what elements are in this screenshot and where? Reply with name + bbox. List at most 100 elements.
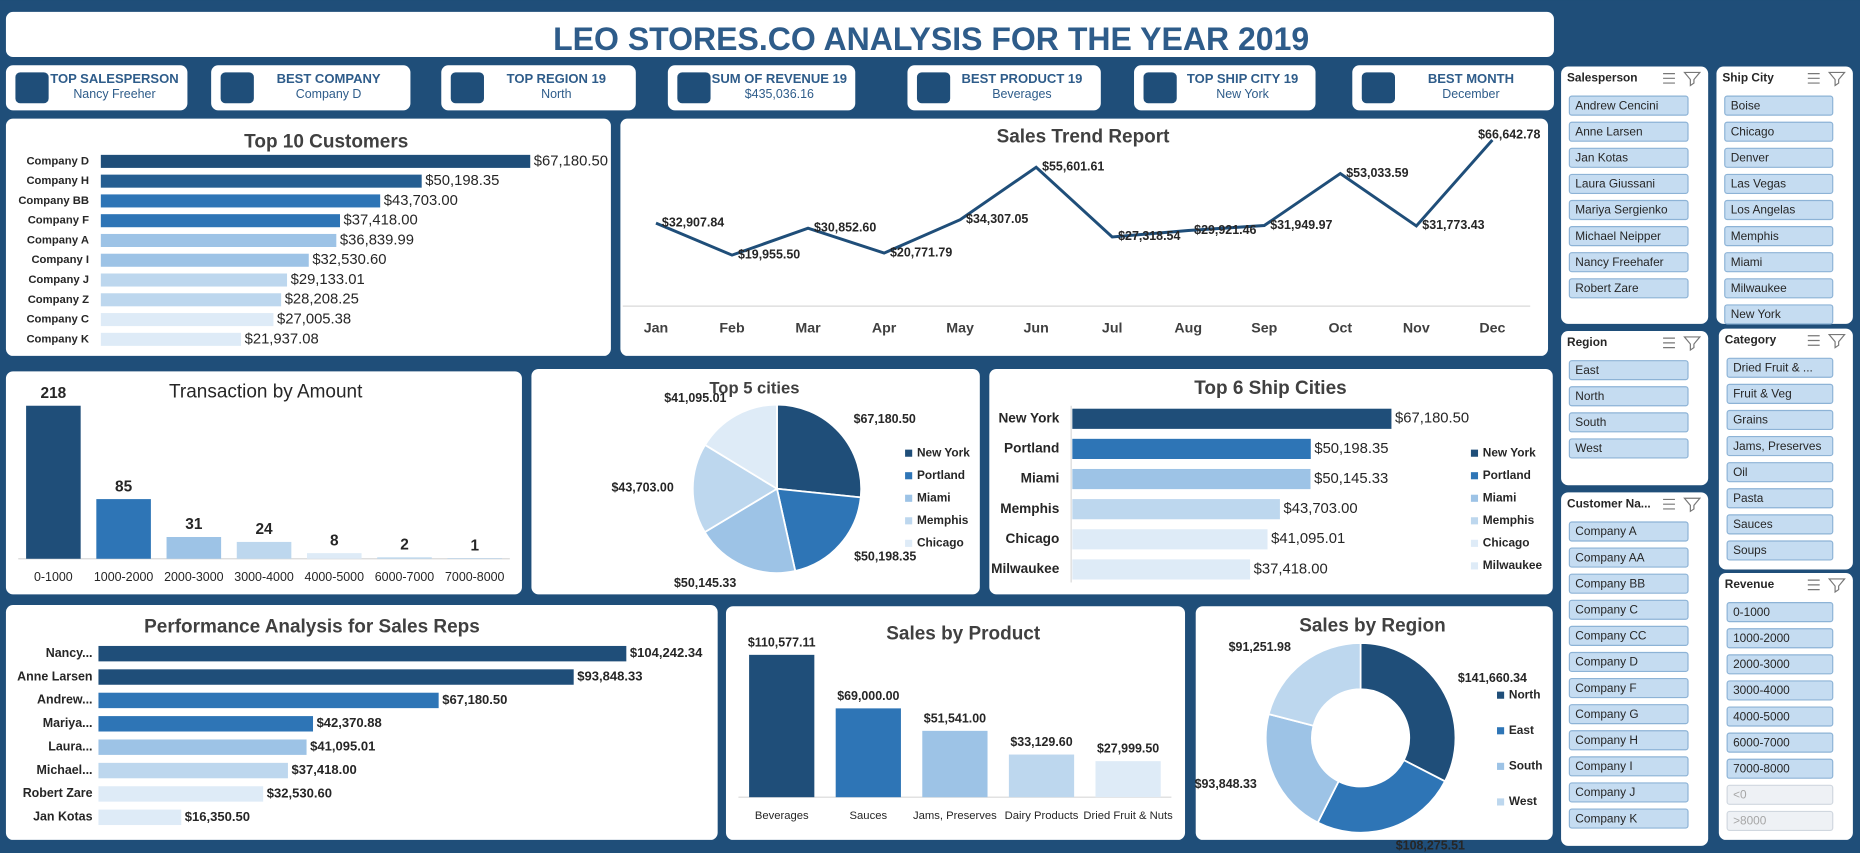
slicer-item[interactable] [1724, 147, 1834, 168]
slicer-item[interactable] [1568, 521, 1689, 542]
panel [5, 65, 188, 111]
slicer-item[interactable] [1568, 625, 1689, 646]
value-label: $42,370.88 [317, 715, 382, 730]
slicer-item[interactable] [1726, 409, 1834, 431]
slicer-item[interactable] [1726, 383, 1834, 404]
slicer-item[interactable] [1568, 808, 1689, 829]
bar [100, 253, 309, 267]
chart-title: Top 6 Ship Cities [1194, 378, 1346, 399]
slice [703, 403, 778, 491]
kpi-icon [220, 72, 254, 104]
category-label: Company A [27, 234, 89, 246]
slicer-item[interactable] [1726, 784, 1834, 805]
bar [96, 499, 151, 559]
x-tick-label: Aug [1174, 320, 1202, 336]
slicer-item[interactable] [1726, 654, 1834, 675]
slicer-item[interactable] [1726, 488, 1834, 509]
slicer-item-label: Grains [1733, 413, 1768, 427]
slicer-item[interactable] [1568, 730, 1689, 751]
slicer-item[interactable] [1724, 278, 1834, 299]
category-label: Mariya... [43, 716, 93, 730]
slicer-item[interactable] [1726, 540, 1834, 561]
slicer-item[interactable] [1568, 278, 1689, 299]
clear-filter-icon[interactable] [1827, 333, 1846, 349]
slicer-item[interactable] [1568, 412, 1689, 433]
slicer-item[interactable] [1726, 680, 1834, 701]
value-label: $55,601.61 [1042, 160, 1104, 174]
legend-label: Milwaukee [1483, 558, 1543, 572]
bar [98, 669, 574, 685]
slicer-item[interactable] [1726, 732, 1834, 753]
value-label: $67,180.50 [534, 153, 608, 169]
slicer-item[interactable] [1724, 173, 1834, 195]
legend-label: Portland [917, 468, 965, 482]
bar [100, 154, 531, 168]
category-label: 3000-4000 [234, 570, 294, 584]
slicer-item[interactable] [1724, 252, 1834, 273]
slicer-item[interactable] [1568, 782, 1689, 803]
slicer-item-label: Jan Kotas [1575, 151, 1628, 165]
slicer-item-label: Company AA [1575, 550, 1644, 564]
chart-title: Transaction by Amount [169, 382, 363, 403]
slicer-item[interactable] [1724, 304, 1834, 325]
slicer-item[interactable] [1726, 357, 1834, 378]
slicer-item[interactable] [1568, 121, 1689, 142]
slicer-item[interactable] [1568, 173, 1689, 195]
slicer-item[interactable] [1568, 147, 1689, 168]
slicer-item[interactable] [1724, 226, 1834, 247]
slicer-item[interactable] [1726, 810, 1834, 832]
slicer-item-label: Company F [1575, 681, 1636, 695]
clear-filter-icon[interactable] [1683, 336, 1702, 352]
x-tick-label: Oct [1328, 320, 1352, 336]
slicer-item[interactable] [1726, 514, 1834, 535]
category-label: Company J [28, 274, 89, 286]
slicer-item[interactable] [1568, 438, 1689, 459]
x-tick-label: Sep [1251, 320, 1277, 336]
slicer-item[interactable] [1568, 704, 1689, 725]
clear-filter-icon[interactable] [1683, 497, 1702, 513]
slice [1316, 758, 1447, 834]
slicer-item-label: Company G [1575, 707, 1638, 721]
slicer-item[interactable] [1726, 758, 1834, 779]
value-label: $21,937.08 [245, 331, 319, 347]
kpi-label: TOP REGION 19 [507, 71, 606, 86]
clear-filter-icon[interactable] [1827, 71, 1846, 87]
slicer-item[interactable] [1726, 706, 1834, 727]
slicer-title: Customer Na... [1567, 496, 1651, 510]
slicer-item[interactable] [1726, 462, 1834, 483]
value-label: $50,198.35 [1314, 441, 1388, 457]
slicer-item[interactable] [1568, 677, 1689, 699]
slicer-item[interactable] [1726, 628, 1834, 649]
slicer-item[interactable] [1568, 386, 1689, 407]
slicer-item[interactable] [1568, 95, 1689, 116]
slicer-title: Ship City [1722, 70, 1774, 84]
slicer-item[interactable] [1726, 602, 1834, 623]
clear-filter-icon[interactable] [1827, 578, 1846, 594]
legend-swatch [1470, 517, 1479, 525]
slicer-item[interactable] [1568, 199, 1689, 221]
value-label: $50,145.33 [1314, 471, 1388, 487]
clear-filter-icon[interactable] [1683, 71, 1702, 87]
slicer-item-label: Jams, Preserves [1733, 439, 1821, 453]
slicer-item[interactable] [1724, 121, 1834, 142]
slicer-item[interactable] [1568, 226, 1689, 247]
bar [100, 214, 341, 228]
slicer-item[interactable] [1724, 199, 1834, 221]
slicer-item[interactable] [1568, 651, 1689, 673]
value-label: $28,208.25 [285, 292, 359, 308]
value-label: 8 [330, 532, 339, 549]
category-label: Nancy... [46, 646, 93, 660]
slicer-item[interactable] [1568, 547, 1689, 568]
slicer-item[interactable] [1726, 435, 1834, 457]
slicer-item[interactable] [1724, 95, 1834, 116]
slicer-item[interactable] [1568, 756, 1689, 777]
kpi-value: North [541, 87, 571, 101]
value-label: $41,095.01 [310, 739, 375, 754]
slicer-item[interactable] [1568, 360, 1689, 381]
slicer-item-label: Fruit & Veg [1733, 387, 1792, 401]
value-label: $27,999.50 [1097, 742, 1159, 756]
slicer-item[interactable] [1568, 252, 1689, 273]
slicer-item[interactable] [1568, 573, 1689, 594]
legend-swatch [905, 517, 913, 525]
slicer-item[interactable] [1568, 599, 1689, 620]
